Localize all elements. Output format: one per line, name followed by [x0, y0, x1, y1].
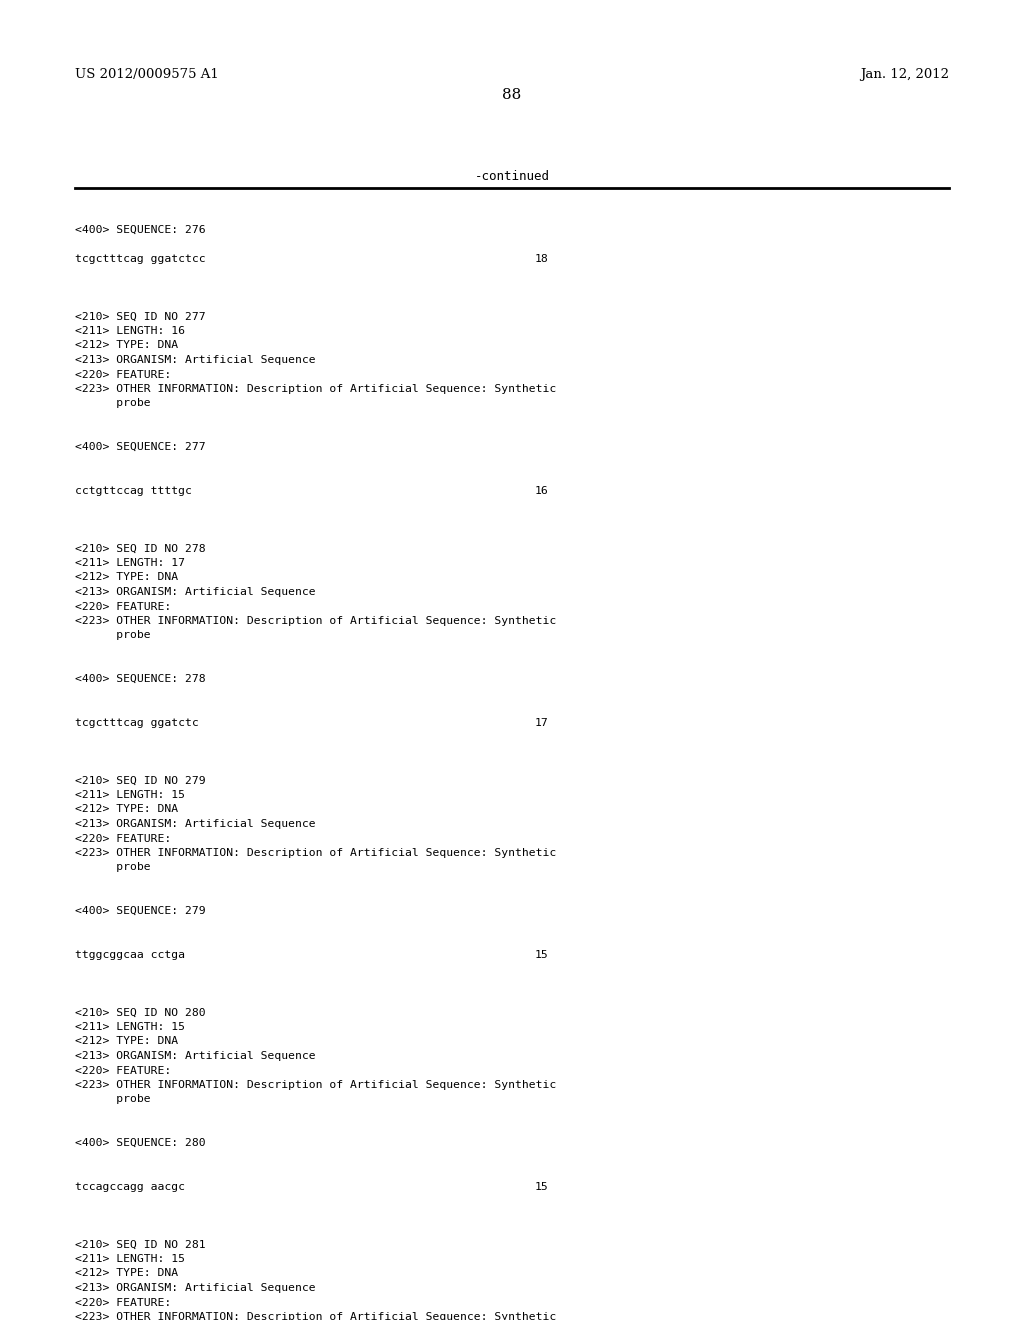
Text: 18: 18 [535, 253, 549, 264]
Text: <223> OTHER INFORMATION: Description of Artificial Sequence: Synthetic: <223> OTHER INFORMATION: Description of … [75, 616, 556, 626]
Text: <213> ORGANISM: Artificial Sequence: <213> ORGANISM: Artificial Sequence [75, 1283, 315, 1294]
Text: <213> ORGANISM: Artificial Sequence: <213> ORGANISM: Artificial Sequence [75, 818, 315, 829]
Text: US 2012/0009575 A1: US 2012/0009575 A1 [75, 69, 219, 81]
Text: tcgctttcag ggatctcc: tcgctttcag ggatctcc [75, 253, 206, 264]
Text: <223> OTHER INFORMATION: Description of Artificial Sequence: Synthetic: <223> OTHER INFORMATION: Description of … [75, 847, 556, 858]
Text: <212> TYPE: DNA: <212> TYPE: DNA [75, 1269, 178, 1279]
Text: <211> LENGTH: 17: <211> LENGTH: 17 [75, 558, 185, 568]
Text: <211> LENGTH: 16: <211> LENGTH: 16 [75, 326, 185, 337]
Text: probe: probe [75, 1094, 151, 1105]
Text: <211> LENGTH: 15: <211> LENGTH: 15 [75, 1022, 185, 1032]
Text: <220> FEATURE:: <220> FEATURE: [75, 1065, 171, 1076]
Text: 15: 15 [535, 949, 549, 960]
Text: <212> TYPE: DNA: <212> TYPE: DNA [75, 804, 178, 814]
Text: <210> SEQ ID NO 277: <210> SEQ ID NO 277 [75, 312, 206, 322]
Text: <400> SEQUENCE: 276: <400> SEQUENCE: 276 [75, 224, 206, 235]
Text: cctgttccag ttttgc: cctgttccag ttttgc [75, 486, 191, 495]
Text: <220> FEATURE:: <220> FEATURE: [75, 1298, 171, 1308]
Text: <223> OTHER INFORMATION: Description of Artificial Sequence: Synthetic: <223> OTHER INFORMATION: Description of … [75, 384, 556, 393]
Text: <223> OTHER INFORMATION: Description of Artificial Sequence: Synthetic: <223> OTHER INFORMATION: Description of … [75, 1080, 556, 1090]
Text: <213> ORGANISM: Artificial Sequence: <213> ORGANISM: Artificial Sequence [75, 587, 315, 597]
Text: 17: 17 [535, 718, 549, 727]
Text: <220> FEATURE:: <220> FEATURE: [75, 370, 171, 380]
Text: probe: probe [75, 862, 151, 873]
Text: <211> LENGTH: 15: <211> LENGTH: 15 [75, 789, 185, 800]
Text: 88: 88 [503, 88, 521, 102]
Text: <213> ORGANISM: Artificial Sequence: <213> ORGANISM: Artificial Sequence [75, 355, 315, 366]
Text: <212> TYPE: DNA: <212> TYPE: DNA [75, 1036, 178, 1047]
Text: <210> SEQ ID NO 279: <210> SEQ ID NO 279 [75, 776, 206, 785]
Text: <212> TYPE: DNA: <212> TYPE: DNA [75, 341, 178, 351]
Text: <220> FEATURE:: <220> FEATURE: [75, 602, 171, 611]
Text: <210> SEQ ID NO 280: <210> SEQ ID NO 280 [75, 1007, 206, 1018]
Text: <400> SEQUENCE: 278: <400> SEQUENCE: 278 [75, 675, 206, 684]
Text: <400> SEQUENCE: 280: <400> SEQUENCE: 280 [75, 1138, 206, 1148]
Text: <210> SEQ ID NO 278: <210> SEQ ID NO 278 [75, 544, 206, 553]
Text: <212> TYPE: DNA: <212> TYPE: DNA [75, 573, 178, 582]
Text: <220> FEATURE:: <220> FEATURE: [75, 833, 171, 843]
Text: probe: probe [75, 631, 151, 640]
Text: <211> LENGTH: 15: <211> LENGTH: 15 [75, 1254, 185, 1265]
Text: <210> SEQ ID NO 281: <210> SEQ ID NO 281 [75, 1239, 206, 1250]
Text: 16: 16 [535, 486, 549, 495]
Text: tccagccagg aacgc: tccagccagg aacgc [75, 1181, 185, 1192]
Text: probe: probe [75, 399, 151, 408]
Text: Jan. 12, 2012: Jan. 12, 2012 [860, 69, 949, 81]
Text: <400> SEQUENCE: 277: <400> SEQUENCE: 277 [75, 442, 206, 451]
Text: tcgctttcag ggatctc: tcgctttcag ggatctc [75, 718, 199, 727]
Text: ttggcggcaa cctga: ttggcggcaa cctga [75, 949, 185, 960]
Text: <400> SEQUENCE: 279: <400> SEQUENCE: 279 [75, 906, 206, 916]
Text: <223> OTHER INFORMATION: Description of Artificial Sequence: Synthetic: <223> OTHER INFORMATION: Description of … [75, 1312, 556, 1320]
Text: 15: 15 [535, 1181, 549, 1192]
Text: -continued: -continued [474, 170, 550, 183]
Text: <213> ORGANISM: Artificial Sequence: <213> ORGANISM: Artificial Sequence [75, 1051, 315, 1061]
